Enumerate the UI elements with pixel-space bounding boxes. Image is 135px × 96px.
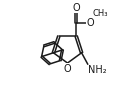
Text: CH₃: CH₃ bbox=[93, 9, 108, 18]
Text: O: O bbox=[64, 64, 71, 74]
Text: NH₂: NH₂ bbox=[88, 65, 107, 75]
Text: O: O bbox=[86, 18, 94, 28]
Text: O: O bbox=[72, 3, 80, 13]
